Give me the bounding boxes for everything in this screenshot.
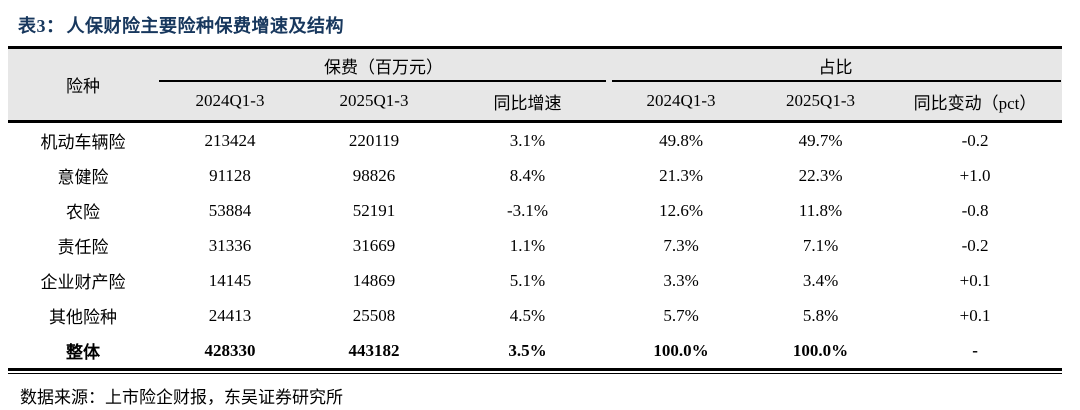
cell-premium-2025: 220119 [302,121,446,158]
header-share-2025: 2025Q1-3 [753,82,889,123]
cell-share-2025: 7.1% [753,228,889,263]
header-premium-2025: 2025Q1-3 [302,82,446,123]
cell-premium-2025: 25508 [302,298,446,333]
cell-share-2025: 11.8% [753,193,889,228]
cell-premium-2024: 24413 [158,298,302,333]
row-label: 机动车辆险 [8,121,158,158]
cell-premium-2025: 14869 [302,263,446,298]
cell-share-2025: 22.3% [753,158,889,193]
table-row-total: 整体 428330 443182 3.5% 100.0% 100.0% - [8,333,1063,370]
premium-structure-table: 险种 保费（百万元） 占比 2024Q1-3 2025Q1-3 同比增速 202… [8,46,1063,371]
cell-share-2025: 100.0% [753,333,889,370]
cell-yoy-change: - [888,333,1063,370]
cell-share-2025: 5.8% [753,298,889,333]
row-label: 意健险 [8,158,158,193]
table-row: 其他险种 24413 25508 4.5% 5.7% 5.8% +0.1 [8,298,1063,333]
table-header: 险种 保费（百万元） 占比 2024Q1-3 2025Q1-3 同比增速 202… [8,47,1063,123]
cell-yoy-change: -0.2 [888,121,1063,158]
data-source-note: 数据来源：上市险企财报，东吴证券研究所 [20,388,343,407]
table-bottom-double-rule [8,371,1062,374]
table-row: 机动车辆险 213424 220119 3.1% 49.8% 49.7% -0.… [8,121,1063,158]
cell-yoy-change: -0.8 [888,193,1063,228]
cell-share-2025: 3.4% [753,263,889,298]
cell-yoy-growth: 4.5% [446,298,610,333]
table-body: 机动车辆险 213424 220119 3.1% 49.8% 49.7% -0.… [8,121,1063,370]
table-row: 意健险 91128 98826 8.4% 21.3% 22.3% +1.0 [8,158,1063,193]
table-row: 企业财产险 14145 14869 5.1% 3.3% 3.4% +0.1 [8,263,1063,298]
cell-premium-2025: 443182 [302,333,446,370]
cell-yoy-change: +0.1 [888,298,1063,333]
cell-premium-2024: 53884 [158,193,302,228]
cell-premium-2024: 14145 [158,263,302,298]
cell-premium-2025: 98826 [302,158,446,193]
cell-premium-2025: 52191 [302,193,446,228]
table-title-label: 表3： [18,16,65,36]
cell-share-2024: 12.6% [609,193,754,228]
row-label: 责任险 [8,228,158,263]
header-risk-type: 险种 [8,47,158,123]
header-yoy-change-pct: 同比变动（pct） [888,82,1063,123]
cell-yoy-change: -0.2 [888,228,1063,263]
header-premium-group: 保费（百万元） [158,47,610,82]
cell-yoy-change: +0.1 [888,263,1063,298]
cell-share-2024: 7.3% [609,228,754,263]
table-title-text: 人保财险主要险种保费增速及结构 [66,16,344,36]
cell-premium-2024: 31336 [158,228,302,263]
cell-yoy-growth: -3.1% [446,193,610,228]
header-yoy-growth: 同比增速 [446,82,610,123]
cell-yoy-growth: 3.1% [446,121,610,158]
cell-share-2025: 49.7% [753,121,889,158]
cell-share-2024: 49.8% [609,121,754,158]
cell-premium-2024: 213424 [158,121,302,158]
cell-share-2024: 100.0% [609,333,754,370]
cell-premium-2025: 31669 [302,228,446,263]
row-label: 企业财产险 [8,263,158,298]
row-label: 农险 [8,193,158,228]
cell-share-2024: 3.3% [609,263,754,298]
cell-yoy-growth: 5.1% [446,263,610,298]
cell-yoy-change: +1.0 [888,158,1063,193]
cell-share-2024: 5.7% [609,298,754,333]
header-share-2024: 2024Q1-3 [609,82,754,123]
cell-premium-2024: 91128 [158,158,302,193]
cell-yoy-growth: 1.1% [446,228,610,263]
table-row: 农险 53884 52191 -3.1% 12.6% 11.8% -0.8 [8,193,1063,228]
cell-premium-2024: 428330 [158,333,302,370]
row-label: 整体 [8,333,158,370]
cell-yoy-growth: 3.5% [446,333,610,370]
header-share-group: 占比 [609,47,1063,82]
table-title: 表3： 人保财险主要险种保费增速及结构 [18,12,1080,38]
cell-share-2024: 21.3% [609,158,754,193]
cell-yoy-growth: 8.4% [446,158,610,193]
table-row: 责任险 31336 31669 1.1% 7.3% 7.1% -0.2 [8,228,1063,263]
row-label: 其他险种 [8,298,158,333]
header-premium-2024: 2024Q1-3 [158,82,302,123]
